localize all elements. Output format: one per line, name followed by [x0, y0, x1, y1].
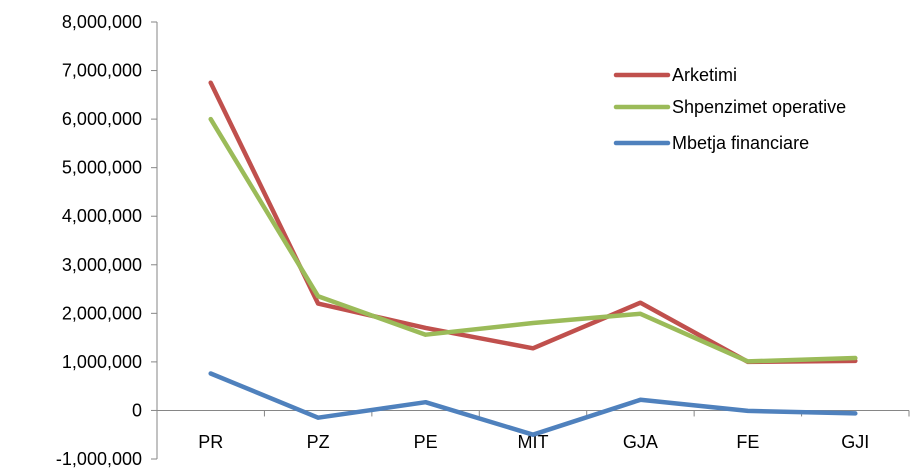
y-tick-label: -1,000,000 — [56, 449, 142, 469]
x-tick-label: PZ — [307, 432, 330, 452]
x-tick-label: GJI — [841, 432, 869, 452]
legend-label: Mbetja financiare — [672, 133, 809, 153]
legend: Arketimi Shpenzimet operative Mbetja finan… — [613, 65, 846, 153]
y-tick-label: 5,000,000 — [62, 158, 142, 178]
y-tick-label: 8,000,000 — [62, 12, 142, 32]
x-tick-label: PR — [198, 432, 223, 452]
y-tick-label: 3,000,000 — [62, 255, 142, 275]
legend-label: Shpenzimet operative — [672, 97, 846, 117]
y-tick-label: 1,000,000 — [62, 352, 142, 372]
x-tick-label: MIT — [518, 432, 549, 452]
series-line-3 — [208, 371, 858, 437]
y-tick-label: 6,000,000 — [62, 109, 142, 129]
series-line-1 — [208, 80, 858, 365]
series-lines — [208, 80, 858, 437]
x-tick-label: FE — [736, 432, 759, 452]
y-tick-label: 0 — [132, 400, 142, 420]
series-line-2 — [208, 116, 858, 364]
x-axis-ticks: PR PZ PE MIT GJA FE GJI — [156, 410, 910, 452]
y-axis-ticks: 8,000,000 7,000,000 6,000,000 5,000,000 4,00… — [56, 12, 157, 469]
y-tick-label: 2,000,000 — [62, 303, 142, 323]
x-tick-label: GJA — [623, 432, 658, 452]
x-tick-label: PE — [414, 432, 438, 452]
legend-label: Arketimi — [672, 65, 737, 85]
chart-axes — [156, 22, 909, 459]
y-tick-label: 4,000,000 — [62, 206, 142, 226]
y-tick-label: 7,000,000 — [62, 61, 142, 81]
